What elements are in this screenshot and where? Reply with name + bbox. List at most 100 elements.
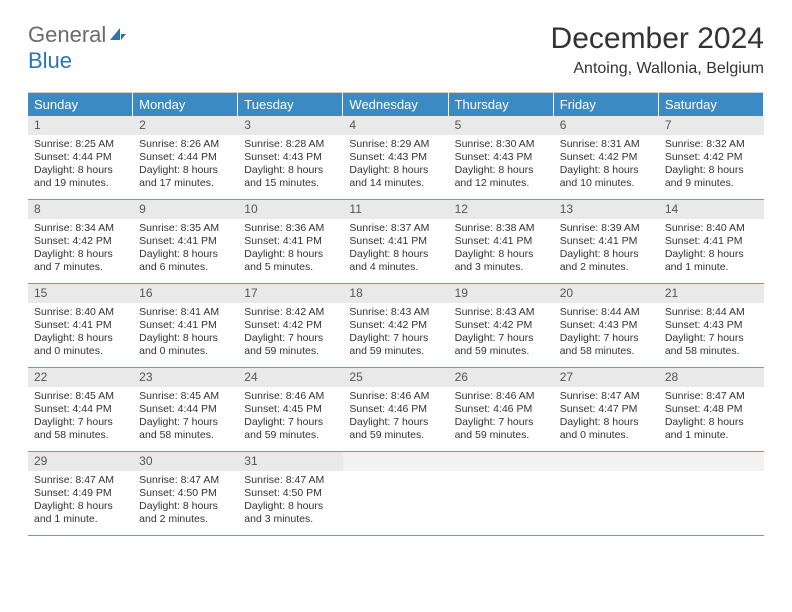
daylight-line2: and 1 minute. xyxy=(34,513,127,526)
sunset-text: Sunset: 4:41 PM xyxy=(244,235,337,248)
sunset-text: Sunset: 4:48 PM xyxy=(665,403,758,416)
day-number: 6 xyxy=(554,116,659,135)
calendar-cell-empty xyxy=(449,452,554,536)
day-number: 21 xyxy=(659,284,764,303)
sunset-text: Sunset: 4:41 PM xyxy=(139,319,232,332)
daylight-line2: and 5 minutes. xyxy=(244,261,337,274)
daylight-line2: and 59 minutes. xyxy=(349,345,442,358)
day-number: 3 xyxy=(238,116,343,135)
sunrise-text: Sunrise: 8:38 AM xyxy=(455,222,548,235)
sunset-text: Sunset: 4:42 PM xyxy=(665,151,758,164)
daylight-line1: Daylight: 8 hours xyxy=(455,164,548,177)
location: Antoing, Wallonia, Belgium xyxy=(551,60,764,78)
day-number: 26 xyxy=(449,368,554,387)
sunset-text: Sunset: 4:46 PM xyxy=(455,403,548,416)
sunset-text: Sunset: 4:41 PM xyxy=(349,235,442,248)
day-number: 13 xyxy=(554,200,659,219)
sunrise-text: Sunrise: 8:44 AM xyxy=(560,306,653,319)
sunrise-text: Sunrise: 8:47 AM xyxy=(139,474,232,487)
day-of-week-header: Friday xyxy=(554,93,659,116)
sunset-text: Sunset: 4:44 PM xyxy=(34,151,127,164)
header: General Blue December 2024 Antoing, Wall… xyxy=(28,22,764,78)
logo: General Blue xyxy=(28,22,128,74)
sunrise-text: Sunrise: 8:37 AM xyxy=(349,222,442,235)
daylight-line2: and 1 minute. xyxy=(665,429,758,442)
day-details: Sunrise: 8:32 AMSunset: 4:42 PMDaylight:… xyxy=(659,135,764,195)
day-details: Sunrise: 8:35 AMSunset: 4:41 PMDaylight:… xyxy=(133,219,238,279)
daylight-line2: and 59 minutes. xyxy=(244,429,337,442)
calendar-cell: 9Sunrise: 8:35 AMSunset: 4:41 PMDaylight… xyxy=(133,200,238,284)
day-number: 20 xyxy=(554,284,659,303)
sunrise-text: Sunrise: 8:34 AM xyxy=(34,222,127,235)
daylight-line2: and 12 minutes. xyxy=(455,177,548,190)
daylight-line2: and 10 minutes. xyxy=(560,177,653,190)
daylight-line1: Daylight: 7 hours xyxy=(139,416,232,429)
daylight-line1: Daylight: 8 hours xyxy=(34,332,127,345)
sunset-text: Sunset: 4:49 PM xyxy=(34,487,127,500)
calendar-cell: 14Sunrise: 8:40 AMSunset: 4:41 PMDayligh… xyxy=(659,200,764,284)
sunrise-text: Sunrise: 8:43 AM xyxy=(349,306,442,319)
sunset-text: Sunset: 4:42 PM xyxy=(455,319,548,332)
day-number xyxy=(554,452,659,471)
sunrise-text: Sunrise: 8:28 AM xyxy=(244,138,337,151)
day-number: 12 xyxy=(449,200,554,219)
day-details: Sunrise: 8:25 AMSunset: 4:44 PMDaylight:… xyxy=(28,135,133,195)
calendar-cell: 18Sunrise: 8:43 AMSunset: 4:42 PMDayligh… xyxy=(343,284,448,368)
sunset-text: Sunset: 4:41 PM xyxy=(139,235,232,248)
daylight-line2: and 59 minutes. xyxy=(244,345,337,358)
sunset-text: Sunset: 4:50 PM xyxy=(244,487,337,500)
daylight-line2: and 2 minutes. xyxy=(139,513,232,526)
day-number: 1 xyxy=(28,116,133,135)
calendar-cell: 11Sunrise: 8:37 AMSunset: 4:41 PMDayligh… xyxy=(343,200,448,284)
calendar-cell: 20Sunrise: 8:44 AMSunset: 4:43 PMDayligh… xyxy=(554,284,659,368)
sunset-text: Sunset: 4:44 PM xyxy=(139,403,232,416)
calendar-cell: 13Sunrise: 8:39 AMSunset: 4:41 PMDayligh… xyxy=(554,200,659,284)
sunrise-text: Sunrise: 8:44 AM xyxy=(665,306,758,319)
day-number: 16 xyxy=(133,284,238,303)
daylight-line1: Daylight: 8 hours xyxy=(34,248,127,261)
day-of-week-header: Wednesday xyxy=(343,93,448,116)
sunrise-text: Sunrise: 8:42 AM xyxy=(244,306,337,319)
day-number: 2 xyxy=(133,116,238,135)
sunset-text: Sunset: 4:50 PM xyxy=(139,487,232,500)
sunrise-text: Sunrise: 8:31 AM xyxy=(560,138,653,151)
sunset-text: Sunset: 4:43 PM xyxy=(349,151,442,164)
day-number: 14 xyxy=(659,200,764,219)
day-number: 30 xyxy=(133,452,238,471)
day-number: 23 xyxy=(133,368,238,387)
day-details: Sunrise: 8:41 AMSunset: 4:41 PMDaylight:… xyxy=(133,303,238,363)
day-details: Sunrise: 8:26 AMSunset: 4:44 PMDaylight:… xyxy=(133,135,238,195)
daylight-line2: and 6 minutes. xyxy=(139,261,232,274)
daylight-line1: Daylight: 8 hours xyxy=(665,248,758,261)
day-number: 11 xyxy=(343,200,448,219)
daylight-line1: Daylight: 7 hours xyxy=(455,416,548,429)
day-details: Sunrise: 8:30 AMSunset: 4:43 PMDaylight:… xyxy=(449,135,554,195)
sunrise-text: Sunrise: 8:29 AM xyxy=(349,138,442,151)
sunrise-text: Sunrise: 8:47 AM xyxy=(244,474,337,487)
daylight-line2: and 0 minutes. xyxy=(560,429,653,442)
sunrise-text: Sunrise: 8:41 AM xyxy=(139,306,232,319)
daylight-line2: and 1 minute. xyxy=(665,261,758,274)
day-number: 10 xyxy=(238,200,343,219)
calendar-cell: 15Sunrise: 8:40 AMSunset: 4:41 PMDayligh… xyxy=(28,284,133,368)
daylight-line1: Daylight: 8 hours xyxy=(560,416,653,429)
title-block: December 2024 Antoing, Wallonia, Belgium xyxy=(551,22,764,78)
daylight-line1: Daylight: 7 hours xyxy=(244,332,337,345)
daylight-line1: Daylight: 7 hours xyxy=(560,332,653,345)
day-number: 17 xyxy=(238,284,343,303)
calendar-cell: 23 Sunrise: 8:45 AMSunset: 4:44 PMDayligh… xyxy=(133,368,238,452)
sunset-text: Sunset: 4:44 PM xyxy=(139,151,232,164)
calendar-cell: 21Sunrise: 8:44 AMSunset: 4:43 PMDayligh… xyxy=(659,284,764,368)
day-number: 28 xyxy=(659,368,764,387)
daylight-line1: Daylight: 8 hours xyxy=(139,332,232,345)
sunrise-text: Sunrise: 8:32 AM xyxy=(665,138,758,151)
daylight-line2: and 58 minutes. xyxy=(139,429,232,442)
daylight-line1: Daylight: 8 hours xyxy=(665,416,758,429)
day-number xyxy=(343,452,448,471)
sunrise-text: Sunrise: 8:40 AM xyxy=(665,222,758,235)
calendar-cell: 24Sunrise: 8:46 AMSunset: 4:45 PMDayligh… xyxy=(238,368,343,452)
day-details: Sunrise: 8:29 AMSunset: 4:43 PMDaylight:… xyxy=(343,135,448,195)
calendar-cell: 12Sunrise: 8:38 AMSunset: 4:41 PMDayligh… xyxy=(449,200,554,284)
sunrise-text: Sunrise: 8:45 AM xyxy=(139,390,232,403)
calendar-cell-empty xyxy=(343,452,448,536)
